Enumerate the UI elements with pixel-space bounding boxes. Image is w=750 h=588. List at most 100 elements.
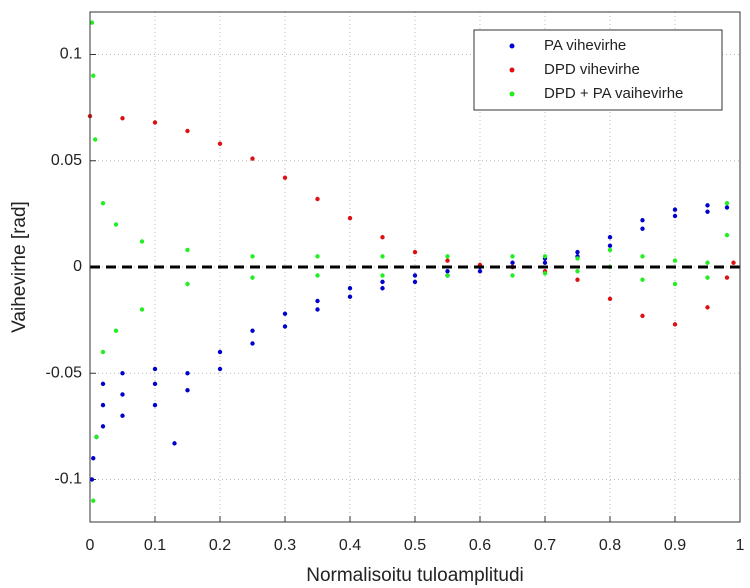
scatter-point	[575, 269, 580, 274]
y-tick-label: -0.05	[46, 364, 83, 381]
y-axis-label: Vaihevirhe [rad]	[9, 201, 30, 333]
x-axis-label: Normalisoitu tuloamplitudi	[306, 565, 524, 586]
legend-marker	[509, 91, 515, 97]
scatter-point	[510, 260, 515, 265]
scatter-point	[731, 260, 736, 265]
x-tick-label: 0	[86, 537, 95, 554]
scatter-point	[89, 477, 95, 482]
scatter-point	[380, 254, 385, 259]
plot-frame	[89, 11, 741, 523]
scatter-point	[185, 371, 190, 376]
scatter-point	[412, 273, 418, 278]
scatter-point	[100, 349, 106, 355]
scatter-point	[445, 273, 450, 278]
scatter-point	[724, 275, 730, 280]
x-tick-label: 0.5	[404, 537, 426, 554]
scatter-point	[705, 275, 710, 280]
scatter-point	[542, 260, 548, 265]
scatter-point	[724, 201, 730, 206]
x-tick-label: 0.6	[469, 537, 491, 554]
scatter-point	[315, 196, 320, 202]
scatter-point	[282, 324, 288, 329]
scatter-point	[672, 258, 678, 263]
scatter-point	[510, 273, 515, 278]
scatter-point	[380, 279, 385, 285]
legend-label: DPD + PA vaihevirhe	[544, 85, 683, 102]
scatter-point	[250, 156, 255, 161]
x-tick-label: 0.3	[274, 537, 296, 554]
scatter-point	[120, 413, 125, 418]
scatter-point	[217, 349, 223, 355]
x-tick-label: 0.9	[664, 537, 686, 554]
scatter-point	[640, 218, 645, 223]
scatter-point	[575, 256, 580, 261]
scatter-point	[672, 322, 678, 327]
scatter-point	[250, 341, 255, 346]
scatter-point	[93, 137, 98, 142]
scatter-point	[315, 307, 320, 312]
legend-label: PA vihevirhe	[544, 37, 626, 54]
scatter-point	[672, 207, 678, 212]
y-tick-label: 0.1	[60, 46, 82, 63]
scatter-point	[152, 366, 158, 372]
scatter-point	[705, 305, 710, 310]
scatter-point	[315, 254, 320, 259]
scatter-point	[100, 402, 106, 408]
scatter-point	[172, 441, 177, 446]
scatter-point	[672, 213, 678, 219]
scatter-point	[120, 392, 125, 397]
x-tick-label: 0.8	[599, 537, 621, 554]
scatter-point	[120, 116, 125, 121]
legend-marker	[509, 43, 515, 49]
x-tick-label: 0.7	[534, 537, 556, 554]
scatter-point	[347, 215, 353, 221]
scatter-point	[640, 226, 645, 231]
scatter-point	[607, 235, 613, 240]
legend-marker	[509, 67, 515, 73]
scatter-point	[477, 269, 483, 274]
scatter-point	[91, 498, 96, 503]
scatter-point	[91, 456, 96, 461]
scatter-point	[91, 73, 96, 78]
scatter-point	[445, 258, 450, 263]
scatter-point	[113, 328, 119, 333]
scatter-point	[607, 247, 613, 253]
scatter-point	[113, 222, 119, 227]
scatter-point	[607, 296, 613, 302]
scatter-point	[185, 128, 190, 134]
scatter-point	[445, 269, 450, 274]
scatter-point	[640, 254, 645, 259]
y-tick-label: 0	[73, 258, 82, 275]
scatter-point	[412, 279, 418, 285]
scatter-point	[542, 254, 548, 259]
scatter-point	[89, 20, 95, 25]
scatter-point	[575, 249, 580, 255]
scatter-point	[100, 201, 106, 206]
scatter-point	[139, 307, 145, 312]
scatter-point	[347, 294, 353, 299]
scatter-point	[217, 141, 223, 146]
scatter-point	[445, 254, 450, 259]
scatter-point	[282, 175, 288, 180]
scatter-point	[250, 275, 255, 280]
scatter-point	[412, 249, 418, 255]
scatter-point	[347, 286, 353, 291]
x-tick-label: 0.4	[339, 537, 361, 554]
scatter-point	[315, 298, 320, 304]
scatter-point	[705, 260, 710, 265]
x-tick-label: 0.1	[144, 537, 166, 554]
scatter-point	[185, 281, 190, 287]
scatter-point	[94, 434, 99, 440]
x-tick-label: 1	[736, 537, 745, 554]
scatter-point	[152, 402, 158, 408]
scatter-point	[152, 381, 158, 387]
scatter-point	[282, 311, 288, 316]
scatter-point	[250, 254, 255, 259]
scatter-point	[705, 209, 710, 214]
scatter-point	[152, 120, 158, 125]
scatter-point	[100, 381, 106, 387]
scatter-point	[185, 388, 190, 393]
scatter-point	[510, 254, 515, 259]
scatter-point	[250, 328, 255, 333]
